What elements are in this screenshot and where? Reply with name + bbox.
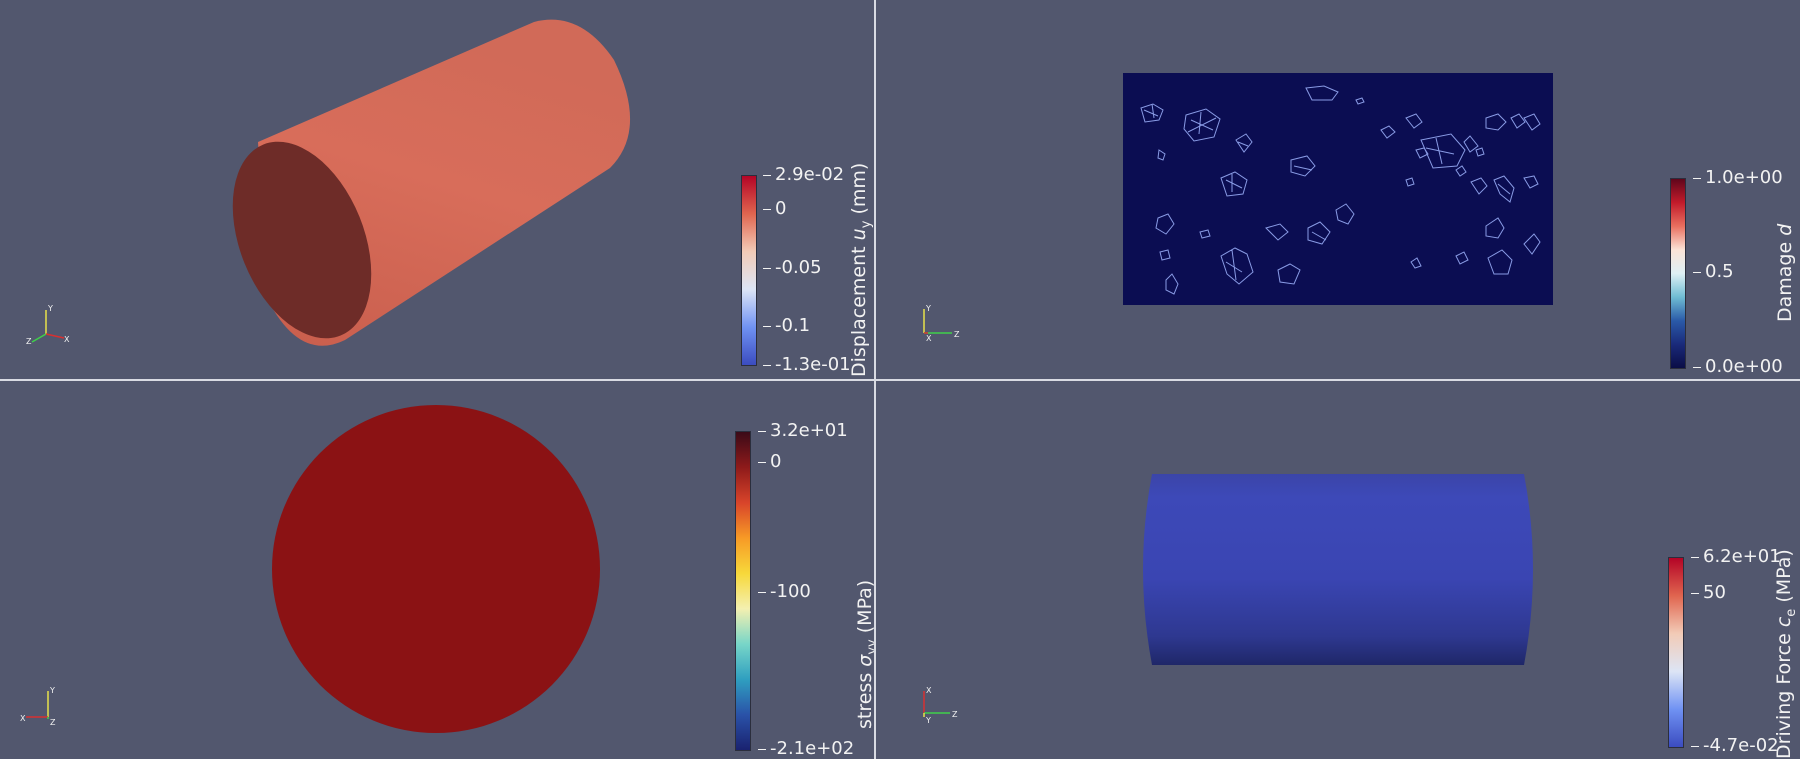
colorbar-tick: 0: [762, 198, 787, 219]
orientation-axes-bottom-left: Y X Z: [20, 683, 60, 727]
horizontal-splitter[interactable]: [0, 379, 1800, 381]
colorbar-tick-max: 3.2e+01: [758, 420, 848, 441]
colorbar-tick-min: -1.3e-01: [763, 354, 851, 375]
colorbar-title: Driving Force ce (MPa): [1773, 549, 1799, 759]
colorbar-tick-max: 1.0e+00: [1693, 167, 1783, 188]
axis-label-x: X: [64, 335, 70, 344]
axis-label-z: Z: [50, 718, 56, 727]
colorbar-tick: 0: [757, 451, 782, 472]
colorbar-tick-min: -4.7e-02: [1691, 735, 1779, 756]
axis-label-x: X: [926, 334, 932, 343]
colorbar-tick: 0.5: [1693, 261, 1734, 282]
orientation-axes-top-left: Y X Z: [24, 302, 74, 346]
disc-cross-section-render: [272, 405, 600, 733]
axis-label-z: Z: [952, 710, 958, 719]
cylinder-side-render: [1143, 474, 1533, 665]
colorbar-tick: -100: [758, 581, 811, 602]
colorbar-tick: -0.1: [762, 315, 811, 336]
axis-label-x: X: [926, 686, 932, 695]
viewport-top-right[interactable]: Y X Z 1.0e+00 0.5 0.0e+00 Damage d: [876, 0, 1800, 379]
orientation-axes-bottom-right: X Y Z: [916, 683, 966, 727]
axis-label-y: Y: [49, 686, 55, 695]
colorbar-title: stress σyy (MPa): [854, 579, 874, 729]
colorbar-tick: 50: [1691, 582, 1726, 603]
colorbar-title: Displacement uy (mm): [848, 162, 874, 377]
colorbar-tick-min: 0.0e+00: [1693, 356, 1783, 377]
axis-label-y: Y: [925, 716, 931, 725]
viewport-top-left[interactable]: Y X Z 2.9e-02 0 -0.05 -0.1 -1.3e-01 Disp…: [0, 0, 874, 379]
axis-label-z: Z: [26, 337, 32, 346]
colorbar-tick-max: 6.2e+01: [1691, 546, 1781, 567]
colorbar-stress: [735, 431, 751, 751]
colorbar-tick: -0.05: [763, 257, 822, 278]
axis-label-x: X: [20, 714, 26, 723]
viewport-bottom-left[interactable]: Y X Z 3.2e+01 0 -100 -2.1e+02 stress σyy…: [0, 381, 874, 759]
damage-slice-render: [1123, 73, 1553, 305]
cylinder-oblique-render: [232, 19, 631, 346]
colorbar-damage: [1670, 178, 1686, 369]
viewport-bottom-right[interactable]: X Y Z 6.2e+01 50 -4.7e-02 Driving Force …: [876, 381, 1800, 759]
axis-label-z: Z: [954, 330, 960, 339]
colorbar-driving-force: [1668, 557, 1684, 748]
axis-label-y: Y: [47, 304, 53, 313]
orientation-axes-top-right: Y X Z: [918, 303, 968, 343]
colorbar-title: Damage d: [1774, 223, 1796, 322]
colorbar-tick-min: -2.1e+02: [757, 738, 855, 759]
axis-label-y: Y: [925, 304, 931, 313]
colorbar-tick-max: 2.9e-02: [762, 164, 845, 185]
colorbar-displacement: [741, 175, 757, 366]
